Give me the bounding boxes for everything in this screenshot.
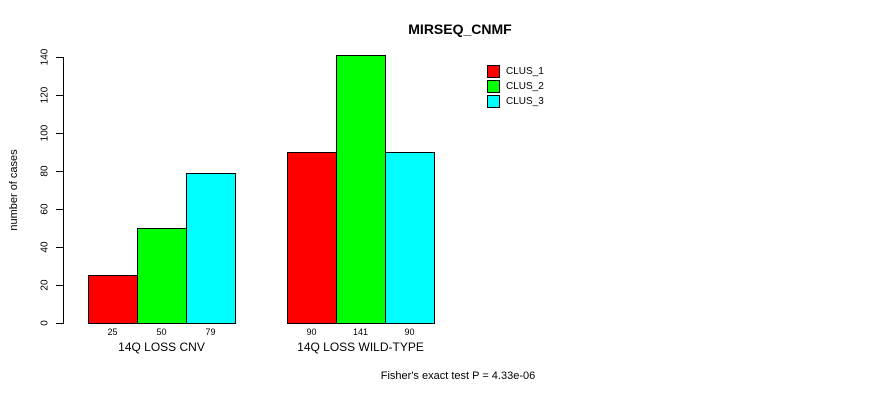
bar-value-label: 25 — [107, 327, 118, 337]
y-tick — [56, 133, 63, 134]
bar-value-label: 141 — [352, 327, 369, 337]
legend-swatch-clus-2 — [487, 79, 500, 93]
category-label-14q-loss-wild-type: 14Q LOSS WILD-TYPE — [297, 340, 424, 354]
y-axis-label: number of cases — [8, 149, 20, 231]
category-label-14q-loss-cnv: 14Q LOSS CNV — [118, 340, 205, 354]
y-tick-label: 60 — [39, 203, 51, 215]
legend-label: CLUS_3 — [506, 95, 544, 107]
bar-value-label: 79 — [205, 327, 216, 337]
y-tick-label: 20 — [39, 279, 51, 291]
bar-clus-2-14q-loss-cnv — [137, 228, 187, 324]
legend-label: CLUS_1 — [506, 65, 544, 77]
legend-item-clus-2: CLUS_2 — [487, 79, 544, 93]
y-tick — [56, 323, 63, 324]
fisher-test-annotation: Fisher's exact test P = 4.33e-06 — [380, 370, 536, 382]
bar-value-label: 90 — [404, 327, 415, 337]
bar-clus-1-14q-loss-wild-type — [287, 152, 337, 324]
y-tick-label: 80 — [39, 165, 51, 177]
bar-value-label: 90 — [306, 327, 317, 337]
y-tick — [56, 209, 63, 210]
y-tick — [56, 247, 63, 248]
chart-title: MIRSEQ_CNMF — [408, 21, 512, 37]
bar-clus-2-14q-loss-wild-type — [336, 55, 386, 324]
y-tick-label: 40 — [39, 241, 51, 253]
legend-swatch-clus-3 — [487, 94, 500, 108]
y-axis-line — [63, 57, 64, 324]
y-tick — [56, 285, 63, 286]
y-tick-label: 100 — [39, 124, 51, 142]
y-tick — [56, 171, 63, 172]
y-tick — [56, 95, 63, 96]
bar-clus-3-14q-loss-wild-type — [385, 152, 435, 324]
bar-clus-1-14q-loss-cnv — [88, 275, 138, 324]
legend-label: CLUS_2 — [506, 80, 544, 92]
bar-clus-3-14q-loss-cnv — [186, 173, 236, 324]
y-tick-label: 0 — [39, 320, 51, 326]
y-tick-label: 120 — [39, 86, 51, 104]
legend-swatch-clus-1 — [487, 64, 500, 78]
y-tick-label: 140 — [39, 48, 51, 66]
legend-item-clus-1: CLUS_1 — [487, 64, 544, 78]
legend-item-clus-3: CLUS_3 — [487, 94, 544, 108]
y-tick — [56, 57, 63, 58]
bar-value-label: 50 — [156, 327, 167, 337]
